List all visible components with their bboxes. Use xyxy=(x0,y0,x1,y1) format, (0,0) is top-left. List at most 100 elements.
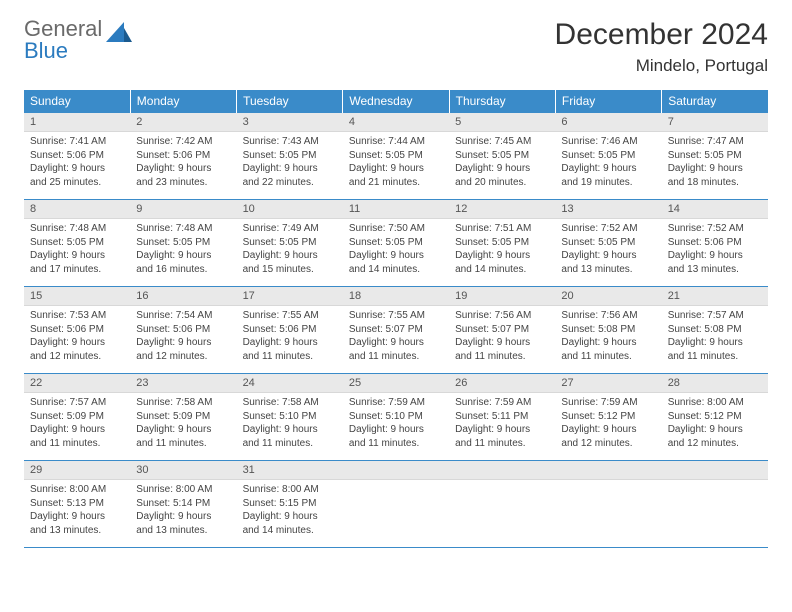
day-day1: Daylight: 9 hours xyxy=(668,423,762,437)
day-day1: Daylight: 9 hours xyxy=(349,336,443,350)
day-body: Sunrise: 7:49 AMSunset: 5:05 PMDaylight:… xyxy=(237,219,343,286)
day-sunset: Sunset: 5:05 PM xyxy=(30,236,124,250)
day-sunrise: Sunrise: 7:54 AM xyxy=(136,309,230,323)
day-sunrise: Sunrise: 7:57 AM xyxy=(668,309,762,323)
day-day2: and 12 minutes. xyxy=(668,437,762,451)
day-day2: and 23 minutes. xyxy=(136,176,230,190)
day-cell: 17Sunrise: 7:55 AMSunset: 5:06 PMDayligh… xyxy=(237,287,343,374)
day-sunset: Sunset: 5:06 PM xyxy=(243,323,337,337)
dow-monday: Monday xyxy=(130,90,236,113)
day-number: 30 xyxy=(130,461,236,480)
day-number: 11 xyxy=(343,200,449,219)
day-cell: 9Sunrise: 7:48 AMSunset: 5:05 PMDaylight… xyxy=(130,200,236,287)
day-number: 17 xyxy=(237,287,343,306)
day-body: Sunrise: 7:47 AMSunset: 5:05 PMDaylight:… xyxy=(662,132,768,199)
day-body xyxy=(555,480,661,538)
day-number: 14 xyxy=(662,200,768,219)
day-sunrise: Sunrise: 7:59 AM xyxy=(455,396,549,410)
day-number: 1 xyxy=(24,113,130,132)
day-number: 15 xyxy=(24,287,130,306)
logo-text: General Blue xyxy=(24,18,102,62)
day-number: 8 xyxy=(24,200,130,219)
day-sunset: Sunset: 5:13 PM xyxy=(30,497,124,511)
day-day2: and 11 minutes. xyxy=(349,437,443,451)
location: Mindelo, Portugal xyxy=(555,56,768,76)
day-day1: Daylight: 9 hours xyxy=(30,336,124,350)
day-body: Sunrise: 7:48 AMSunset: 5:05 PMDaylight:… xyxy=(24,219,130,286)
day-body: Sunrise: 7:43 AMSunset: 5:05 PMDaylight:… xyxy=(237,132,343,199)
day-day2: and 13 minutes. xyxy=(668,263,762,277)
day-day2: and 16 minutes. xyxy=(136,263,230,277)
title-block: December 2024 Mindelo, Portugal xyxy=(555,18,768,76)
day-day2: and 12 minutes. xyxy=(30,350,124,364)
day-sunset: Sunset: 5:05 PM xyxy=(561,236,655,250)
logo-sail-icon xyxy=(106,22,132,49)
day-day2: and 19 minutes. xyxy=(561,176,655,190)
dow-tuesday: Tuesday xyxy=(237,90,343,113)
day-cell xyxy=(449,461,555,548)
day-day1: Daylight: 9 hours xyxy=(668,162,762,176)
day-day2: and 13 minutes. xyxy=(30,524,124,538)
day-sunset: Sunset: 5:15 PM xyxy=(243,497,337,511)
day-day1: Daylight: 9 hours xyxy=(668,336,762,350)
day-cell: 4Sunrise: 7:44 AMSunset: 5:05 PMDaylight… xyxy=(343,113,449,200)
day-cell: 12Sunrise: 7:51 AMSunset: 5:05 PMDayligh… xyxy=(449,200,555,287)
logo: General Blue xyxy=(24,18,132,62)
day-sunset: Sunset: 5:06 PM xyxy=(30,323,124,337)
week-row: 1Sunrise: 7:41 AMSunset: 5:06 PMDaylight… xyxy=(24,113,768,200)
day-sunrise: Sunrise: 7:56 AM xyxy=(561,309,655,323)
day-cell: 26Sunrise: 7:59 AMSunset: 5:11 PMDayligh… xyxy=(449,374,555,461)
day-body: Sunrise: 7:42 AMSunset: 5:06 PMDaylight:… xyxy=(130,132,236,199)
day-sunset: Sunset: 5:05 PM xyxy=(243,149,337,163)
day-sunset: Sunset: 5:05 PM xyxy=(455,236,549,250)
day-body: Sunrise: 7:55 AMSunset: 5:06 PMDaylight:… xyxy=(237,306,343,373)
day-sunset: Sunset: 5:12 PM xyxy=(668,410,762,424)
day-body: Sunrise: 7:57 AMSunset: 5:09 PMDaylight:… xyxy=(24,393,130,460)
day-sunset: Sunset: 5:06 PM xyxy=(668,236,762,250)
day-number: 26 xyxy=(449,374,555,393)
day-cell: 25Sunrise: 7:59 AMSunset: 5:10 PMDayligh… xyxy=(343,374,449,461)
day-body xyxy=(343,480,449,538)
day-cell: 22Sunrise: 7:57 AMSunset: 5:09 PMDayligh… xyxy=(24,374,130,461)
day-cell: 2Sunrise: 7:42 AMSunset: 5:06 PMDaylight… xyxy=(130,113,236,200)
day-sunrise: Sunrise: 7:43 AM xyxy=(243,135,337,149)
day-sunrise: Sunrise: 8:00 AM xyxy=(668,396,762,410)
day-sunrise: Sunrise: 7:42 AM xyxy=(136,135,230,149)
day-day2: and 11 minutes. xyxy=(243,350,337,364)
day-sunset: Sunset: 5:14 PM xyxy=(136,497,230,511)
day-day1: Daylight: 9 hours xyxy=(349,249,443,263)
day-day2: and 15 minutes. xyxy=(243,263,337,277)
day-number: 31 xyxy=(237,461,343,480)
day-cell: 5Sunrise: 7:45 AMSunset: 5:05 PMDaylight… xyxy=(449,113,555,200)
calendar-table: Sunday Monday Tuesday Wednesday Thursday… xyxy=(24,90,768,547)
day-sunrise: Sunrise: 7:55 AM xyxy=(349,309,443,323)
day-sunset: Sunset: 5:05 PM xyxy=(349,149,443,163)
day-body: Sunrise: 8:00 AMSunset: 5:13 PMDaylight:… xyxy=(24,480,130,547)
day-day2: and 11 minutes. xyxy=(136,437,230,451)
day-number: 7 xyxy=(662,113,768,132)
day-number xyxy=(343,461,449,480)
day-number xyxy=(555,461,661,480)
day-body: Sunrise: 7:52 AMSunset: 5:06 PMDaylight:… xyxy=(662,219,768,286)
day-number: 19 xyxy=(449,287,555,306)
day-number: 22 xyxy=(24,374,130,393)
day-day1: Daylight: 9 hours xyxy=(243,336,337,350)
day-day2: and 11 minutes. xyxy=(668,350,762,364)
day-day2: and 12 minutes. xyxy=(136,350,230,364)
day-body xyxy=(449,480,555,538)
day-sunrise: Sunrise: 8:00 AM xyxy=(243,483,337,497)
day-sunrise: Sunrise: 7:55 AM xyxy=(243,309,337,323)
day-day2: and 25 minutes. xyxy=(30,176,124,190)
day-of-week-row: Sunday Monday Tuesday Wednesday Thursday… xyxy=(24,90,768,113)
day-sunset: Sunset: 5:10 PM xyxy=(349,410,443,424)
day-number: 12 xyxy=(449,200,555,219)
day-number: 18 xyxy=(343,287,449,306)
day-day2: and 17 minutes. xyxy=(30,263,124,277)
day-number: 25 xyxy=(343,374,449,393)
day-day1: Daylight: 9 hours xyxy=(136,249,230,263)
logo-line2: Blue xyxy=(24,40,102,62)
day-day2: and 11 minutes. xyxy=(349,350,443,364)
day-cell: 30Sunrise: 8:00 AMSunset: 5:14 PMDayligh… xyxy=(130,461,236,548)
day-number: 29 xyxy=(24,461,130,480)
day-day1: Daylight: 9 hours xyxy=(561,162,655,176)
